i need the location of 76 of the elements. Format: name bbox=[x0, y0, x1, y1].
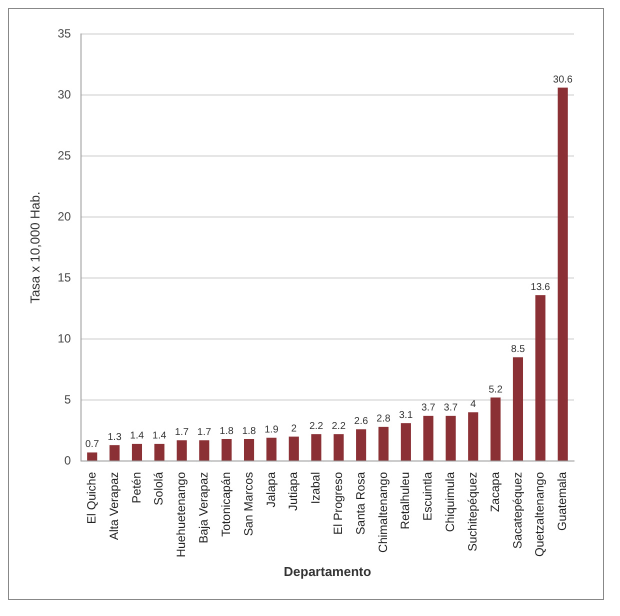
x-tick-label: Escuintla bbox=[420, 472, 435, 521]
x-axis-title: Departamento bbox=[284, 564, 372, 579]
bar bbox=[199, 440, 210, 460]
y-tick-label: 0 bbox=[64, 453, 72, 468]
data-label: 8.5 bbox=[511, 344, 526, 356]
bar bbox=[132, 444, 142, 460]
data-label: 3.1 bbox=[398, 410, 414, 421]
data-label: 1.4 bbox=[152, 430, 167, 442]
bar bbox=[468, 412, 478, 460]
x-tick-label: Santa Rosa bbox=[353, 472, 368, 535]
x-tick-label: Sacatepéquez bbox=[510, 472, 524, 549]
x-tick-label: Zacapa bbox=[488, 472, 502, 512]
data-label: 0.7 bbox=[85, 439, 100, 450]
bar bbox=[110, 445, 120, 460]
x-tick-label: Petén bbox=[129, 472, 144, 504]
data-label: 4 bbox=[470, 398, 476, 410]
y-tick-label: 20 bbox=[58, 209, 72, 224]
data-label: 1.8 bbox=[220, 426, 234, 437]
y-tick-label: 30 bbox=[58, 87, 72, 102]
bar bbox=[222, 439, 232, 460]
bar bbox=[334, 434, 344, 460]
x-tick-label: Retalhuleu bbox=[398, 472, 412, 530]
x-tick-label: Chimaltenango bbox=[376, 472, 390, 553]
data-label: 2.2 bbox=[309, 420, 324, 432]
data-label: 1.7 bbox=[197, 427, 212, 438]
x-tick-label: Alta Verapaz bbox=[106, 472, 121, 540]
data-label: 2.2 bbox=[332, 420, 346, 432]
data-label: 1.9 bbox=[264, 424, 279, 436]
data-label: 3.7 bbox=[444, 402, 458, 414]
x-tick-label: Huehuetenango bbox=[174, 472, 188, 558]
x-tick-label: Jutiapa bbox=[286, 472, 300, 511]
x-tick-label: Sololá bbox=[152, 472, 166, 506]
data-label: 1.7 bbox=[174, 427, 190, 438]
y-tick-label: 35 bbox=[58, 26, 72, 40]
data-label: 1.8 bbox=[242, 426, 256, 437]
y-tick-label: 25 bbox=[58, 148, 72, 162]
x-tick-label: Totonicapán bbox=[218, 472, 233, 537]
y-tick-label: 5 bbox=[64, 392, 72, 406]
data-label: 1.4 bbox=[130, 430, 144, 442]
x-tick-label: El Quiche bbox=[84, 472, 98, 524]
data-label: 2.6 bbox=[354, 416, 368, 428]
bar bbox=[311, 434, 322, 460]
bar bbox=[87, 452, 98, 460]
bar bbox=[423, 416, 434, 460]
x-tick-label: Baja Verapaz bbox=[196, 472, 211, 544]
data-label: 13.6 bbox=[530, 282, 551, 293]
x-tick-label: Izabal bbox=[308, 472, 323, 504]
data-label: 5.2 bbox=[488, 384, 503, 396]
x-tick-label: El Progreso bbox=[330, 472, 345, 535]
x-tick-label: San Marcos bbox=[241, 472, 256, 536]
data-label: 1.3 bbox=[108, 432, 122, 443]
bar bbox=[446, 416, 456, 460]
x-tick-label: Chiquimula bbox=[443, 472, 458, 532]
y-tick-label: 15 bbox=[58, 270, 72, 284]
bar bbox=[356, 429, 366, 460]
data-label: 3.7 bbox=[421, 402, 436, 414]
data-label: 2.8 bbox=[376, 414, 391, 425]
bar bbox=[176, 440, 187, 460]
bar bbox=[244, 439, 254, 460]
bar bbox=[512, 357, 524, 460]
data-label: 2 bbox=[291, 423, 298, 434]
data-label: 30.6 bbox=[553, 74, 573, 86]
y-tick-label: 10 bbox=[58, 331, 72, 346]
x-tick-label: Jalapa bbox=[264, 472, 278, 508]
bar bbox=[266, 438, 276, 460]
x-tick-label: Guatemala bbox=[555, 472, 570, 531]
bar bbox=[558, 88, 568, 460]
x-tick-label: Suchitepéquez bbox=[465, 472, 480, 552]
bar bbox=[490, 398, 501, 460]
bar bbox=[535, 295, 546, 460]
y-axis-title: Tasa x 10,000 Hab. bbox=[27, 191, 42, 304]
bar bbox=[400, 423, 411, 460]
bar bbox=[378, 426, 389, 460]
bar bbox=[154, 444, 164, 460]
x-tick-label: Quetzaltenango bbox=[532, 472, 547, 557]
bar bbox=[288, 436, 299, 460]
